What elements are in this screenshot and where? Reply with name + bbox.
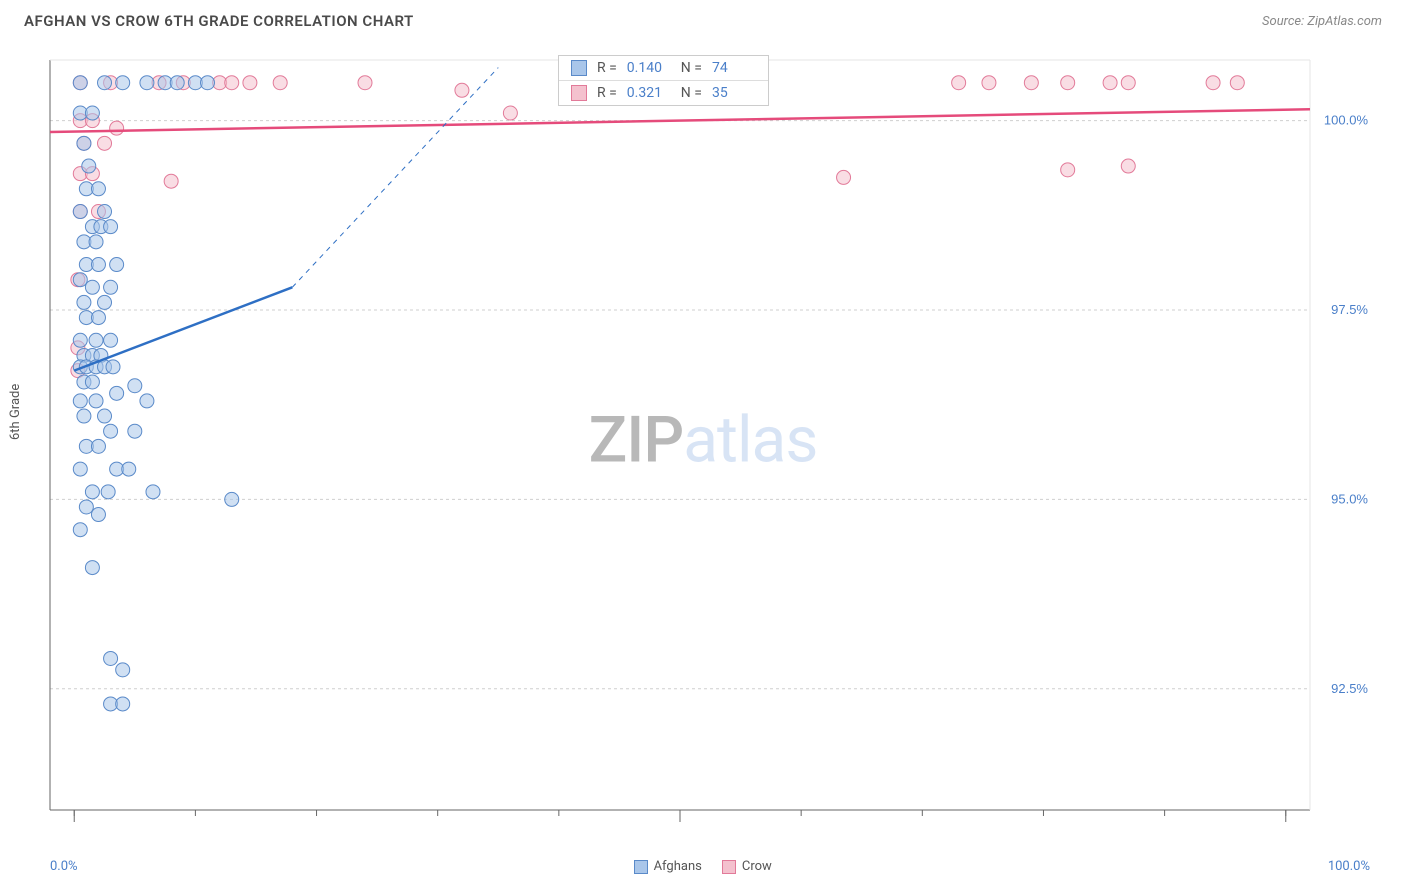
svg-text:95.0%: 95.0% [1331, 491, 1368, 506]
n-label: N = [681, 60, 702, 76]
n-value: 74 [712, 60, 756, 76]
crow-swatch-icon [571, 85, 587, 101]
svg-text:97.5%: 97.5% [1331, 302, 1368, 317]
x-axis-container: 0.0% Afghans Crow 100.0% [40, 859, 1380, 874]
afghans-swatch-icon [634, 860, 648, 874]
r-value: 0.140 [627, 60, 671, 76]
y-axis-label: 6th Grade [8, 384, 23, 440]
svg-text:92.5%: 92.5% [1331, 681, 1368, 696]
correlation-chart: 92.5% 95.0% 97.5% 100.0% [40, 50, 1380, 840]
crow-swatch-icon [722, 860, 736, 874]
legend-item-crow: Crow [722, 859, 772, 874]
stats-row-crow: R = 0.321 N = 35 [559, 81, 768, 105]
source-label: Source: ZipAtlas.com [1262, 14, 1382, 29]
x-axis-min: 0.0% [50, 859, 78, 874]
legend-item-afghans: Afghans [634, 859, 702, 874]
x-axis-max: 100.0% [1328, 859, 1370, 874]
r-label: R = [597, 85, 617, 101]
legend: Afghans Crow [634, 859, 772, 874]
legend-label: Afghans [654, 859, 702, 874]
r-value: 0.321 [627, 85, 671, 101]
stats-row-afghans: R = 0.140 N = 74 [559, 56, 768, 81]
n-value: 35 [712, 85, 756, 101]
legend-label: Crow [742, 859, 772, 874]
stats-box: R = 0.140 N = 74 R = 0.321 N = 35 [558, 55, 769, 106]
n-label: N = [681, 85, 702, 101]
svg-text:100.0%: 100.0% [1324, 113, 1369, 128]
r-label: R = [597, 60, 617, 76]
page-title: AFGHAN VS CROW 6TH GRADE CORRELATION CHA… [24, 12, 414, 30]
afghans-swatch-icon [571, 60, 587, 76]
chart-container: 92.5% 95.0% 97.5% 100.0% [40, 50, 1380, 840]
